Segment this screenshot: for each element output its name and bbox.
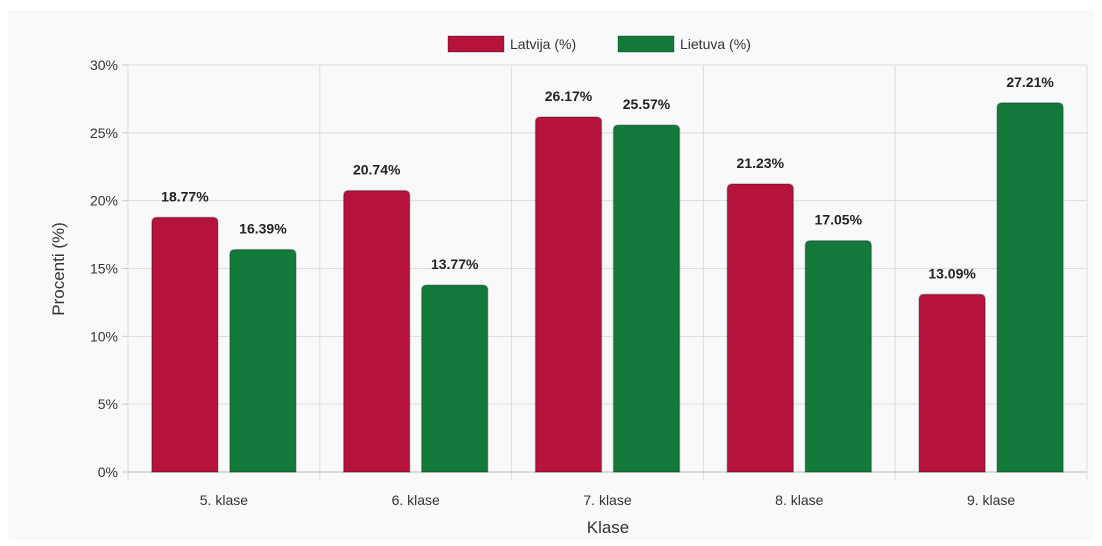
legend-swatch	[447, 35, 505, 53]
legend-swatch	[617, 35, 675, 53]
data-label: 13.09%	[928, 265, 976, 281]
bar	[534, 116, 603, 473]
data-label: 25.57%	[623, 96, 671, 112]
y-tick-label: 20%	[90, 193, 118, 209]
bar	[151, 216, 219, 473]
bar	[996, 102, 1064, 473]
data-label: 17.05%	[815, 212, 863, 228]
data-labels: 18.77% 20.74% 26.17% 21.23% 13.09% 16.39% 13.7…	[161, 74, 1054, 282]
x-tick-label: 8. klase	[775, 492, 823, 508]
y-tick-label: 0%	[98, 464, 118, 480]
data-label: 27.21%	[1006, 74, 1054, 90]
data-label: 21.23%	[737, 155, 785, 171]
data-label: 20.74%	[353, 162, 401, 178]
x-tick-label: 5. klase	[200, 492, 248, 508]
bar	[918, 293, 986, 473]
bars	[151, 102, 1064, 473]
legend[interactable]: Latvija (%) Lietuva (%)	[447, 35, 751, 53]
legend-label: Latvija (%)	[510, 36, 576, 52]
bar	[420, 284, 489, 473]
y-tick-label: 25%	[90, 125, 118, 141]
x-tick-label: 9. klase	[967, 492, 1015, 508]
bar	[229, 248, 297, 473]
x-tick-label: 7. klase	[583, 492, 631, 508]
data-label: 13.77%	[431, 256, 479, 272]
data-label: 16.39%	[239, 221, 287, 237]
bar	[726, 183, 795, 473]
bar	[804, 239, 873, 473]
legend-label: Lietuva (%)	[680, 36, 751, 52]
y-axis-title: Procenti (%)	[49, 222, 68, 316]
data-label: 18.77%	[161, 188, 209, 204]
x-tick-label: 6. klase	[392, 492, 440, 508]
axes: 0% 5% 10% 15% 20% 25% 30% 5. klase 6. klase 7. kl…	[90, 57, 1087, 508]
y-tick-label: 10%	[90, 328, 118, 344]
y-tick-label: 5%	[98, 396, 118, 412]
x-axis-title: Klase	[587, 518, 630, 537]
bar	[612, 124, 681, 473]
y-tick-label: 30%	[90, 57, 118, 73]
y-tick-label: 15%	[90, 261, 118, 277]
data-label: 26.17%	[545, 88, 593, 104]
bar	[342, 189, 411, 473]
